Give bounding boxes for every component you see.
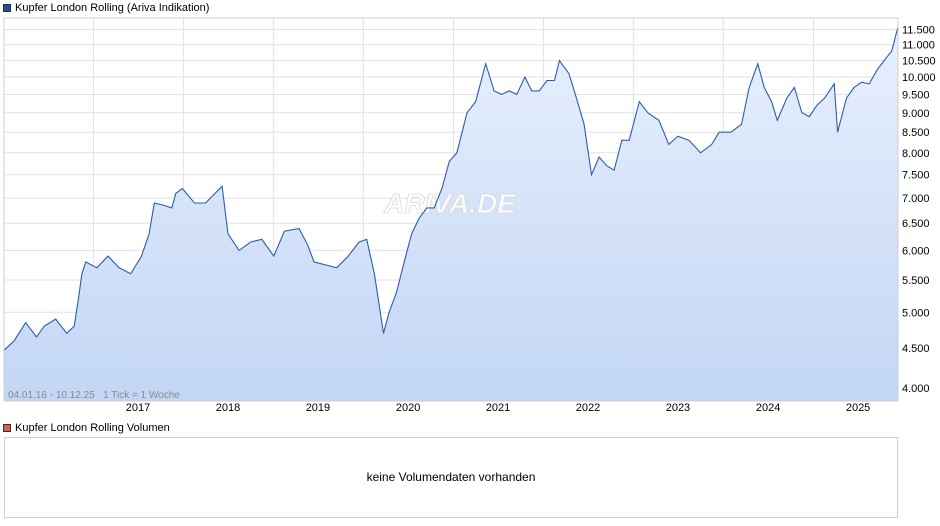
volume-panel: keine Volumendaten vorhanden	[4, 437, 898, 518]
x-tick-label: 2024	[756, 402, 780, 412]
y-tick-label: 4.000	[902, 383, 930, 395]
volume-legend-swatch	[3, 424, 11, 432]
x-tick-label: 2020	[396, 402, 420, 412]
watermark: ARIVA.DE	[383, 188, 517, 219]
plot-frame	[3, 17, 899, 402]
y-tick-label: 6.500	[902, 218, 930, 230]
range-info: 04.01.16 - 10.12.25 1 Tick = 1 Woche	[8, 390, 180, 401]
y-tick-label: 10.000	[902, 72, 936, 84]
y-tick-label: 5.500	[902, 275, 930, 287]
x-tick-label: 2025	[846, 402, 870, 412]
x-tick-label: 2019	[306, 402, 330, 412]
y-tick-label: 9.500	[902, 89, 930, 101]
y-tick-label: 7.000	[902, 193, 930, 205]
x-axis: 2017 2018 2019 2020 2021 2022 2023 2024 2025	[126, 402, 871, 412]
x-tick-label: 2021	[486, 402, 510, 412]
price-legend-label: Kupfer London Rolling (Ariva Indikation)	[15, 2, 210, 14]
volume-legend: Kupfer London Rolling Volumen	[3, 421, 170, 435]
y-tick-label: 6.000	[902, 245, 930, 257]
x-tick-label: 2022	[576, 402, 600, 412]
y-axis: 4.000 4.500 5.000 5.500 6.000 6.500 7.000 7.500…	[902, 25, 936, 395]
y-tick-label: 8.500	[902, 127, 930, 139]
volume-message: keine Volumendaten vorhanden	[366, 470, 536, 484]
y-tick-label: 8.000	[902, 148, 930, 160]
price-legend-swatch	[3, 4, 11, 12]
y-tick-label: 9.000	[902, 108, 930, 120]
x-tick-label: 2023	[666, 402, 690, 412]
price-legend: Kupfer London Rolling (Ariva Indikation)	[3, 1, 209, 15]
x-tick-label: 2018	[216, 402, 240, 412]
x-tick-label: 2017	[126, 402, 150, 412]
y-tick-label: 5.000	[902, 307, 930, 319]
price-area	[4, 26, 898, 401]
y-tick-label: 4.500	[902, 343, 930, 355]
y-tick-label: 7.500	[902, 170, 930, 182]
y-tick-label: 11.500	[902, 25, 935, 37]
volume-legend-label: Kupfer London Rolling Volumen	[15, 422, 170, 434]
price-chart: ARIVA.DE 4.000 4.500 5.000 5.500 6.000 6.500 7…	[3, 17, 936, 412]
price-line	[3, 26, 899, 351]
y-tick-label: 10.500	[902, 55, 936, 67]
y-tick-label: 11.000	[902, 40, 935, 52]
